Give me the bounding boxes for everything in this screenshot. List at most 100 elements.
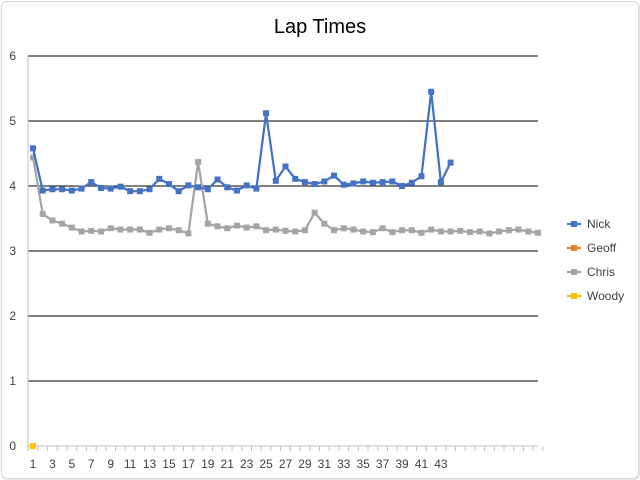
data-point-woody [30,443,36,449]
x-tick-label: 19 [201,457,215,471]
y-tick-label: 1 [9,374,16,388]
legend-swatch-marker [571,293,577,299]
x-tick-label: 33 [337,457,351,471]
data-point-chris [185,230,192,237]
data-point-chris [68,224,75,231]
x-tick-label: 13 [143,457,157,471]
x-tick-label: 15 [162,457,176,471]
data-point-chris [272,226,279,233]
data-point-chris [88,227,95,234]
data-point-nick [272,177,279,184]
x-tick-label: 43 [434,457,448,471]
x-tick-label: 9 [107,457,114,471]
x-tick-label: 11 [124,457,137,471]
series-woody [30,443,36,449]
data-point-nick [68,187,75,194]
legend-label: Geoff [587,241,617,255]
data-point-chris [97,228,104,235]
data-point-chris [78,228,85,235]
legend-item-nick: Nick [567,217,611,231]
data-point-chris [175,227,182,234]
data-point-chris [233,222,240,229]
data-point-chris [437,228,444,235]
data-point-nick [136,188,143,195]
data-point-nick [97,184,104,191]
x-tick-label: 37 [376,457,390,471]
legend-swatch-marker [571,269,577,275]
data-point-chris [467,229,474,236]
legend-item-chris: Chris [567,265,615,279]
x-tick-label: 25 [259,457,273,471]
data-point-nick [408,179,415,186]
data-point-chris [389,229,396,236]
data-point-nick [418,173,425,180]
legend-swatch-marker [571,245,577,251]
data-point-nick [428,88,435,95]
y-tick-label: 3 [9,244,16,258]
data-point-chris [505,227,512,234]
data-point-chris [165,225,172,232]
x-axis: 1 3 5 7 9 11 13 15 17 19 21 23 25 27 29 31 33 35 37 39 41 43 [27,446,544,471]
legend-swatch-marker [571,221,577,227]
data-point-nick [195,184,202,191]
series-nick [30,88,454,195]
data-point-chris [243,224,250,231]
data-point-nick [253,185,260,192]
data-point-nick [233,187,240,194]
data-point-chris [428,226,435,233]
data-point-nick [204,186,211,193]
data-point-nick [350,180,357,187]
data-point-nick [165,181,172,188]
x-tick-label: 21 [221,457,235,471]
legend-item-geoff: Geoff [567,241,617,255]
data-point-chris [360,228,367,235]
data-point-nick [389,178,396,185]
data-point-nick [49,186,56,193]
data-point-nick [127,188,134,195]
data-point-chris [282,227,289,234]
data-point-nick [214,176,221,183]
data-point-chris [263,227,270,234]
x-tick-label: 27 [279,457,293,471]
data-point-nick [331,172,338,179]
x-tick-label: 3 [49,457,56,471]
data-point-nick [263,110,270,117]
data-point-chris [331,227,338,234]
legend-label: Nick [587,217,611,231]
data-point-nick [282,163,289,170]
data-point-chris [515,226,522,233]
data-point-chris [59,220,66,227]
data-point-nick [311,181,318,188]
data-point-chris [379,225,386,232]
data-point-nick [292,175,299,182]
data-point-chris [350,226,357,233]
grid-lines [28,55,538,447]
data-point-nick [369,179,376,186]
x-tick-label: 23 [240,457,254,471]
data-point-nick [175,188,182,195]
data-point-chris [107,225,114,232]
data-point-nick [340,181,347,188]
chart-title: Lap Times [274,16,366,38]
data-point-chris [476,228,483,235]
data-point-nick [224,184,231,191]
data-point-chris [408,227,415,234]
data-point-nick [243,182,250,189]
data-point-nick [30,145,36,152]
series-chris [30,154,541,237]
data-point-chris [311,209,318,216]
data-point-chris [214,223,221,230]
y-tick-label: 4 [9,179,16,193]
legend: Nick Geoff Chris Woody [567,217,624,303]
data-point-chris [195,158,202,165]
data-point-nick [447,159,454,166]
data-point-nick [88,179,95,186]
data-point-nick [107,185,114,192]
data-point-nick [59,186,66,193]
y-axis: 0 1 2 3 4 5 6 [9,49,29,453]
x-tick-label: 17 [182,457,196,471]
data-point-chris [156,226,163,233]
data-point-nick [360,178,367,185]
data-point-chris [301,227,308,234]
